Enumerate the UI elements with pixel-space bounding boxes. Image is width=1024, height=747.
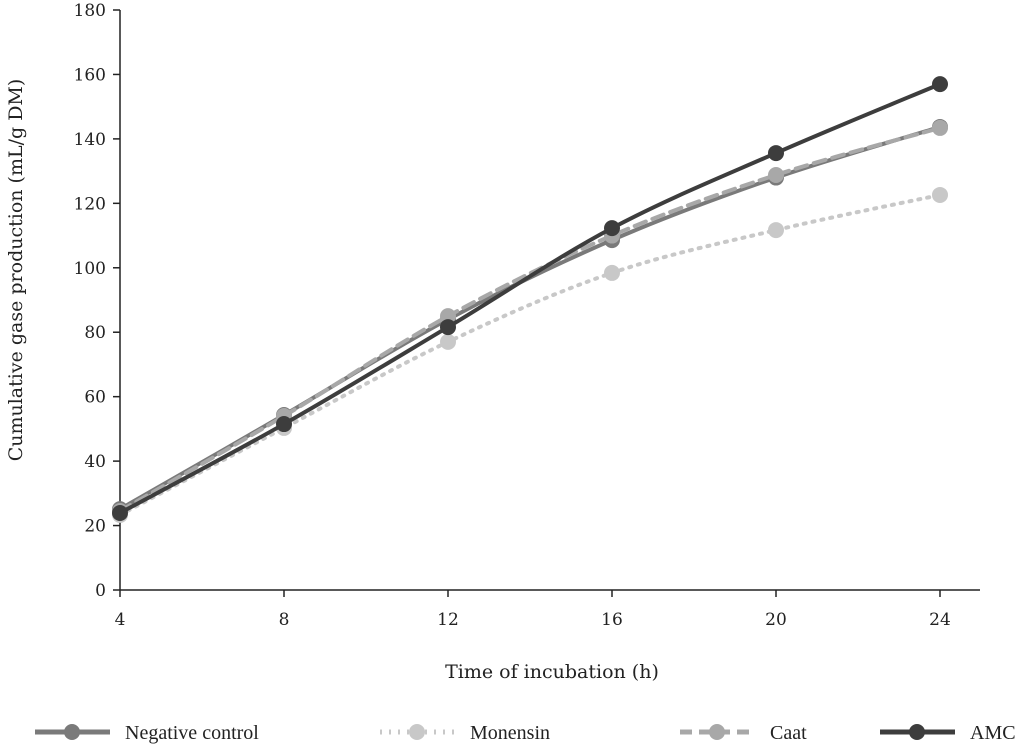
- legend: Negative control Monensin Caat AMC: [35, 722, 1016, 744]
- x-tick-label: 12: [437, 610, 459, 630]
- data-point: [604, 264, 620, 281]
- legend-item: Negative control: [35, 722, 259, 744]
- y-tick-label: 100: [74, 259, 106, 279]
- legend-swatch-marker: [709, 724, 725, 740]
- y-tick-label: 40: [84, 452, 106, 472]
- data-point: [768, 145, 784, 162]
- data-point: [440, 308, 456, 325]
- series-negative-control: [112, 118, 948, 518]
- y-ticks: 0 20 40 60 80 100 120 140 160 180: [74, 1, 120, 601]
- series-caat: [112, 119, 948, 520]
- y-tick-label: 0: [95, 581, 106, 601]
- x-tick-label: 24: [929, 610, 951, 630]
- series-monensin: [112, 186, 948, 523]
- y-tick-label: 180: [74, 1, 106, 21]
- data-point: [276, 416, 292, 433]
- series-line: [118, 125, 942, 514]
- legend-label: AMC: [970, 722, 1016, 744]
- y-axis-label: Cumulative gase production (mL/g DM): [5, 79, 27, 462]
- legend-item: AMC: [880, 722, 1016, 744]
- legend-label: Monensin: [470, 722, 550, 744]
- legend-label: Negative control: [125, 722, 259, 744]
- legend-swatch-marker: [64, 724, 80, 740]
- y-tick-label: 20: [84, 517, 106, 537]
- series-line: [118, 192, 942, 517]
- x-ticks: 4 8 12 16 20 24: [115, 590, 951, 630]
- x-tick-label: 8: [279, 610, 290, 630]
- legend-swatch-marker: [409, 724, 425, 740]
- data-point: [112, 504, 128, 521]
- legend-item: Monensin: [380, 722, 550, 744]
- y-tick-label: 120: [74, 194, 106, 214]
- y-tick-label: 160: [74, 65, 106, 85]
- series-group: [112, 76, 948, 523]
- series-amc: [112, 76, 948, 521]
- data-point: [604, 220, 620, 237]
- axes: [119, 10, 980, 591]
- data-point: [932, 186, 948, 203]
- legend-swatch-marker: [909, 724, 925, 740]
- x-tick-label: 4: [115, 610, 126, 630]
- x-tick-label: 16: [601, 610, 623, 630]
- series-line: [118, 82, 942, 515]
- x-axis-label: Time of incubation (h): [445, 661, 659, 683]
- data-point: [932, 119, 948, 136]
- data-point: [932, 76, 948, 93]
- data-point: [440, 333, 456, 350]
- data-point: [768, 222, 784, 239]
- legend-item: Caat: [680, 722, 807, 744]
- legend-label: Caat: [770, 722, 807, 744]
- x-tick-label: 20: [765, 610, 787, 630]
- y-tick-label: 140: [74, 130, 106, 150]
- y-tick-label: 60: [84, 388, 106, 408]
- series-line: [118, 124, 942, 512]
- y-tick-label: 80: [84, 323, 106, 343]
- data-point: [440, 319, 456, 336]
- data-point: [768, 166, 784, 183]
